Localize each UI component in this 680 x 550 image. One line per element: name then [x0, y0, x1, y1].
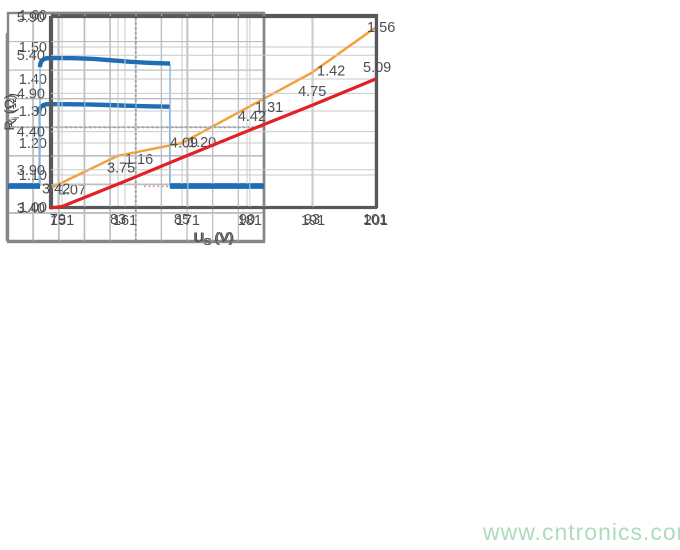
point-label: 1.31 — [255, 100, 283, 116]
x-tick-label: 161 — [113, 213, 137, 229]
point-label: 4.42 — [238, 109, 266, 125]
point-label: 3.42 — [42, 181, 70, 197]
x-tick-label: 93 — [304, 212, 320, 228]
ri-vs-us-chart-bottom: 3.42 3.75 4.09 4.42 4.75 5.09 3.40 3.90 4.40 4.90… — [1, 10, 391, 248]
point-label: 4.75 — [298, 84, 326, 100]
x-tick-label: 79 — [50, 212, 66, 228]
x-tick-label: 151 — [50, 213, 74, 229]
point-label: 4.09 — [170, 135, 198, 151]
x-tick-label: 201 — [364, 213, 388, 229]
y-tick-label: 3.40 — [17, 201, 45, 217]
watermark: www.cntronics.com — [483, 519, 680, 545]
point-label: 5.09 — [363, 60, 391, 76]
y-axis-label: Ri (Ω) — [1, 94, 20, 130]
y-tick-label: 1.50 — [19, 40, 47, 56]
y-tick-label: 5.40 — [17, 48, 45, 64]
point-label: 1.42 — [317, 64, 345, 80]
x-tick-label: 101 — [363, 212, 387, 228]
plot-border — [48, 15, 378, 210]
oscilloscope-panel-bottom — [6, 11, 266, 244]
y-tick-label: 3.90 — [17, 163, 45, 179]
x-tick-label: 83 — [110, 212, 126, 228]
x-tick-label: 90 — [239, 212, 255, 228]
y-tick-label: 5.90 — [17, 10, 45, 26]
point-label: 1.56 — [367, 20, 395, 36]
y-tick-label: 1.00 — [19, 200, 47, 216]
y-tick-label: 4.90 — [17, 86, 45, 102]
x-tick-label: 181 — [238, 213, 262, 229]
pulse-top — [37, 55, 171, 68]
data-line — [49, 77, 377, 210]
x-tick-label: 171 — [176, 213, 200, 229]
x-tick-label: 85 — [174, 212, 190, 228]
y-tick-label: 4.40 — [17, 125, 45, 141]
point-label: 1.07 — [58, 183, 86, 199]
point-label: 3.75 — [107, 160, 135, 176]
x-tick-label: 191 — [301, 213, 325, 229]
x-axis-label: US (V) — [193, 229, 233, 248]
pulse-edges — [39, 63, 171, 187]
scope-border — [6, 11, 266, 244]
